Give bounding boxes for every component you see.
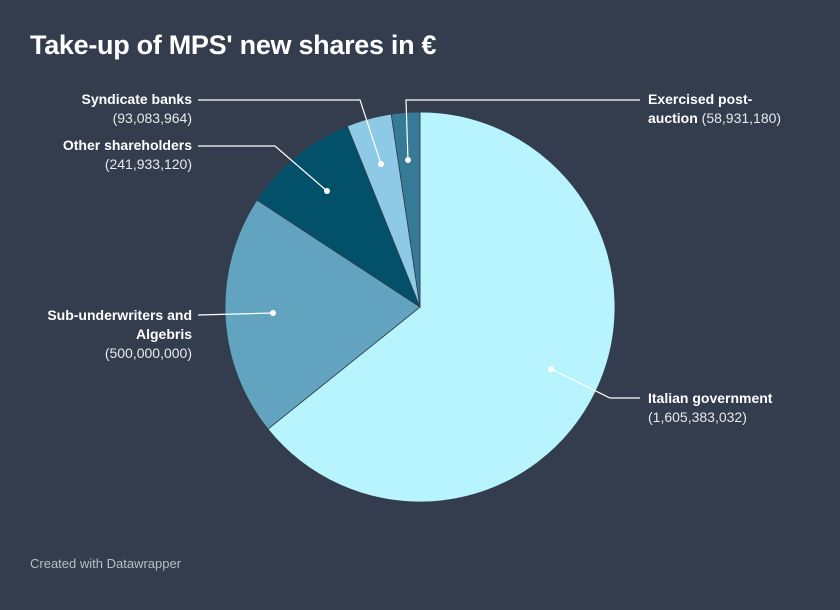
footer-credit: Created with Datawrapper bbox=[30, 556, 182, 571]
label-name: Sub-underwriters and Algebris bbox=[47, 307, 192, 342]
dot-other bbox=[324, 188, 330, 194]
dot-exercised bbox=[405, 157, 411, 163]
label-name: Italian government bbox=[648, 390, 773, 406]
leader-line-exercised bbox=[405, 99, 640, 161]
pie-slice-exercised-post-auction bbox=[390, 111, 421, 308]
label-value: (500,000,000) bbox=[104, 345, 192, 361]
leader-line-syndicate bbox=[198, 99, 382, 165]
label-exercised: Exercised post-auction (58,931,180) bbox=[648, 90, 788, 128]
label-value: (241,933,120) bbox=[104, 156, 192, 172]
chart-title: Take-up of MPS' new shares in € bbox=[30, 30, 437, 60]
dot-italian bbox=[548, 366, 554, 372]
label-syndicate: Syndicate banks (93,083,964) bbox=[82, 90, 193, 128]
dot-syndicate bbox=[378, 161, 384, 167]
label-name: Exercised post-auction bbox=[648, 91, 753, 126]
label-other: Other shareholders (241,933,120) bbox=[63, 136, 192, 174]
label-value: (58,931,180) bbox=[701, 110, 782, 126]
leader-line-sub bbox=[197, 312, 274, 316]
label-value: (1,605,383,032) bbox=[648, 409, 747, 425]
label-name: Syndicate banks bbox=[81, 91, 193, 107]
label-name: Other shareholders bbox=[62, 137, 192, 153]
leader-line-other bbox=[198, 145, 328, 192]
label-italian: Italian government (1,605,383,032) bbox=[648, 389, 772, 427]
dot-sub bbox=[270, 310, 276, 316]
pie-slice-other-shareholders bbox=[256, 125, 421, 309]
pie-slice-sub-underwriters-and-algebris bbox=[224, 199, 421, 430]
label-sub: Sub-underwriters and Algebris (500,000,0… bbox=[12, 306, 192, 363]
label-value: (93,083,964) bbox=[112, 110, 192, 126]
leader-line-italian bbox=[550, 368, 640, 399]
